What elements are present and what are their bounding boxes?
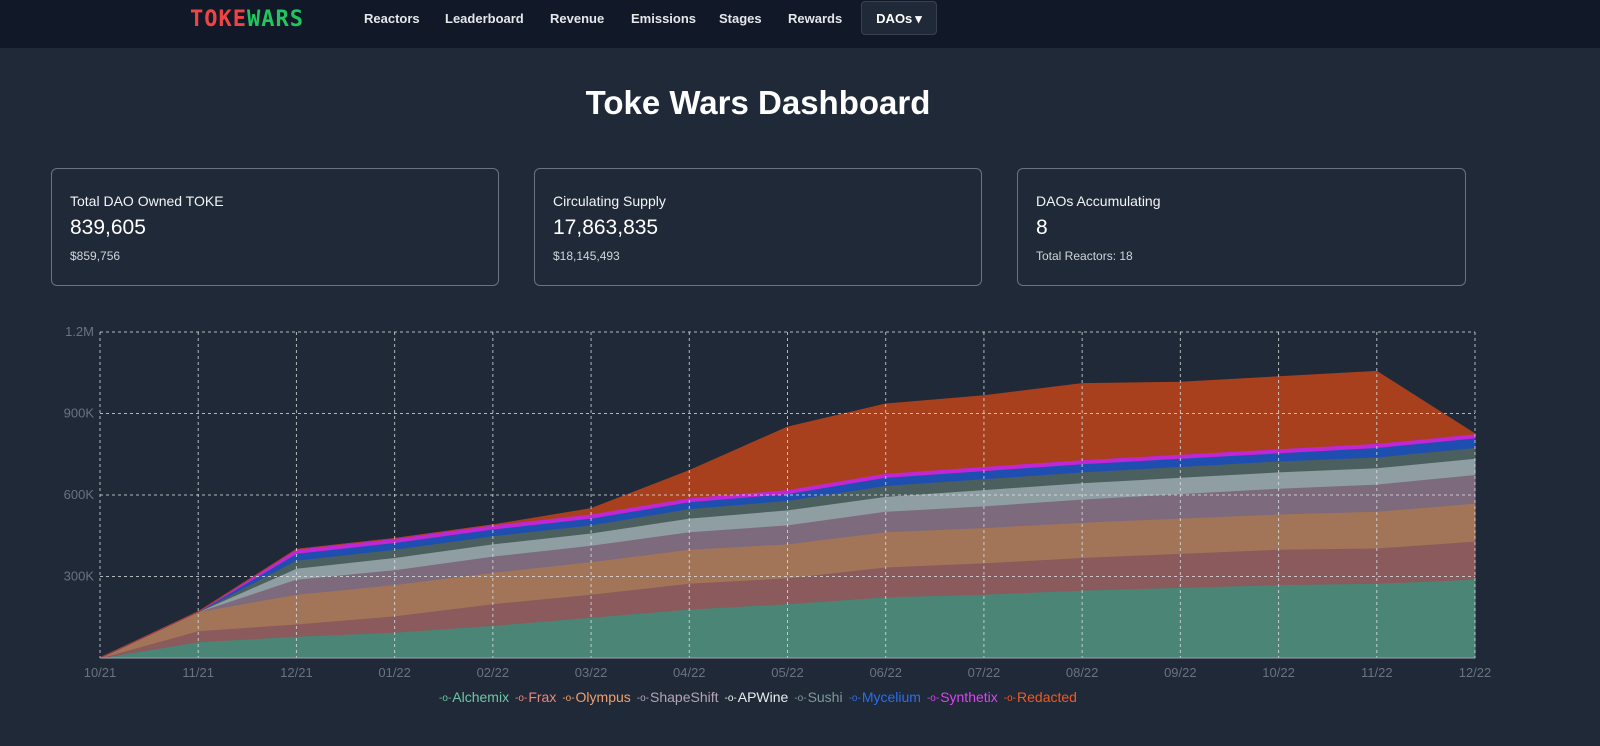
legend-label: APWine [737, 689, 789, 705]
x-tick-label: 12/21 [280, 665, 313, 680]
legend-label: Frax [528, 689, 557, 705]
chart-legend: -o-Alchemix -o-Frax -o-Olympus -o-ShapeShif… [0, 689, 1516, 705]
legend-item-frax[interactable]: -o-Frax [515, 689, 556, 705]
legend-label: ShapeShift [650, 689, 719, 705]
legend-item-apwine[interactable]: -o-APWine [725, 689, 789, 705]
stat-card-subvalue: $859,756 [70, 249, 121, 263]
legend-label: Olympus [575, 689, 631, 705]
logo-part-wars: WARS [246, 7, 304, 32]
legend-item-sushi[interactable]: -o-Sushi [794, 689, 842, 705]
legend-label: Redacted [1017, 689, 1077, 705]
stat-card-label: Circulating Supply [553, 193, 666, 209]
page-title: Toke Wars Dashboard [585, 84, 931, 121]
legend-marker-icon: -o- [926, 693, 940, 704]
x-tick-label: 02/22 [477, 665, 510, 680]
y-tick-label: 300K [64, 569, 95, 584]
x-tick-label: 09/22 [1164, 665, 1197, 680]
stat-card-label: Total DAO Owned TOKE [70, 193, 224, 209]
tokewars-logo[interactable]: TOKEWARS [190, 7, 304, 32]
legend-item-mycelium[interactable]: -o-Mycelium [849, 689, 921, 705]
legend-label: Sushi [807, 689, 843, 705]
stat-card-value: 8 [1036, 216, 1048, 239]
legend-label: Synthetix [940, 689, 998, 705]
nav-rewards-link[interactable]: Rewards [788, 11, 843, 26]
x-tick-label: 05/22 [771, 665, 804, 680]
x-tick-label: 08/22 [1066, 665, 1099, 680]
y-tick-label: 1.2M [65, 324, 94, 339]
x-tick-label: 11/22 [1361, 665, 1393, 680]
x-tick-label: 10/22 [1262, 665, 1295, 680]
x-tick-label: 07/22 [968, 665, 1001, 680]
logo-part-toke: TOKE [190, 7, 247, 32]
legend-item-synthetix[interactable]: -o-Synthetix [927, 689, 998, 705]
legend-marker-icon: -o- [439, 693, 452, 704]
x-tick-label: 04/22 [673, 665, 706, 680]
stat-card-circulating-supply: Circulating Supply 17,863,835 $18,145,49… [534, 168, 982, 286]
legend-label: Alchemix [452, 689, 510, 705]
x-tick-label: 06/22 [869, 665, 902, 680]
top-navbar: TOKEWARS Reactors Leaderboard Revenue Em… [0, 0, 1600, 48]
legend-marker-icon: -o- [515, 693, 528, 704]
x-tick-label: 01/22 [378, 665, 411, 680]
x-tick-label: 11/21 [182, 665, 214, 680]
legend-item-shapeshift[interactable]: -o-ShapeShift [637, 689, 719, 705]
x-tick-label: 10/21 [84, 665, 117, 680]
legend-item-alchemix[interactable]: -o-Alchemix [439, 689, 509, 705]
daos-dropdown-button[interactable]: DAOs ▾ [861, 1, 937, 35]
x-tick-label: 12/22 [1459, 665, 1492, 680]
stat-card-subvalue: $18,145,493 [553, 249, 620, 263]
legend-label: Mycelium [861, 689, 921, 705]
y-tick-label: 900K [64, 406, 95, 421]
legend-item-redacted[interactable]: -o-Redacted [1004, 689, 1077, 705]
legend-marker-icon: -o- [636, 693, 650, 704]
stat-card-daos-accumulating: DAOs Accumulating 8 Total Reactors: 18 [1017, 168, 1466, 286]
nav-stages-link[interactable]: Stages [719, 11, 762, 26]
y-tick-label: 600K [64, 487, 95, 502]
x-tick-label: 03/22 [575, 665, 608, 680]
stat-card-value: 17,863,835 [553, 216, 659, 239]
legend-marker-icon: -o- [848, 693, 861, 704]
chevron-down-icon: ▾ [915, 11, 922, 26]
stat-card-label: DAOs Accumulating [1036, 193, 1161, 209]
daos-dropdown-label: DAOs [876, 11, 913, 26]
legend-marker-icon: -o- [1003, 693, 1017, 704]
nav-emissions-link[interactable]: Emissions [631, 11, 697, 26]
stat-card-subvalue: Total Reactors: 18 [1036, 249, 1133, 263]
series-area-redacted [99, 370, 1477, 659]
stacked-area-chart[interactable]: 300K 600K 900K 1.2M 10/21 11/21 12/21 01/22 02/2… [0, 320, 1600, 690]
legend-item-olympus[interactable]: -o-Olympus [562, 689, 630, 705]
legend-marker-icon: -o- [562, 693, 575, 704]
stat-card-value: 839,605 [70, 216, 146, 239]
legend-marker-icon: -o- [724, 693, 737, 704]
nav-revenue-link[interactable]: Revenue [550, 11, 605, 26]
stat-card-total-dao-owned: Total DAO Owned TOKE 839,605 $859,756 [51, 168, 499, 286]
nav-reactors-link[interactable]: Reactors [364, 11, 420, 26]
legend-marker-icon: -o- [794, 693, 807, 704]
nav-leaderboard-link[interactable]: Leaderboard [445, 11, 524, 26]
